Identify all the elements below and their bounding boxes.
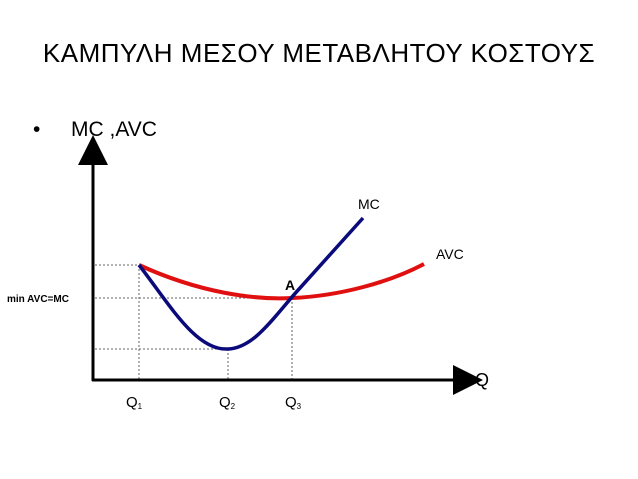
guide-lines xyxy=(95,264,293,381)
tick-q3-sub: 3 xyxy=(297,402,302,411)
tick-q1-main: Q xyxy=(126,394,138,411)
slide-title: ΚΑΜΠΥΛΗ ΜΕΣΟΥ ΜΕΤΑΒΛΗΤΟΥ ΚΟΣΤΟΥΣ xyxy=(42,38,596,68)
tick-q2-sub: 2 xyxy=(231,402,236,411)
tick-q3-main: Q xyxy=(285,394,297,411)
tick-q2-main: Q xyxy=(219,394,231,411)
tick-label-q2: Q2 xyxy=(219,394,236,411)
tick-label-q1: Q1 xyxy=(126,394,143,411)
point-a-label: A xyxy=(285,277,295,293)
mc-label: MC xyxy=(358,196,380,212)
bullet-symbol: • xyxy=(33,118,41,141)
tick-label-q3: Q3 xyxy=(285,394,302,411)
avc-label: AVC xyxy=(436,246,464,262)
x-axis-label: Q xyxy=(475,370,489,390)
mc-curve xyxy=(137,216,365,351)
tick-q1-sub: 1 xyxy=(138,402,143,411)
min-avc-mc-label: min AVC=MC xyxy=(7,294,69,305)
avc-curve xyxy=(138,262,425,301)
